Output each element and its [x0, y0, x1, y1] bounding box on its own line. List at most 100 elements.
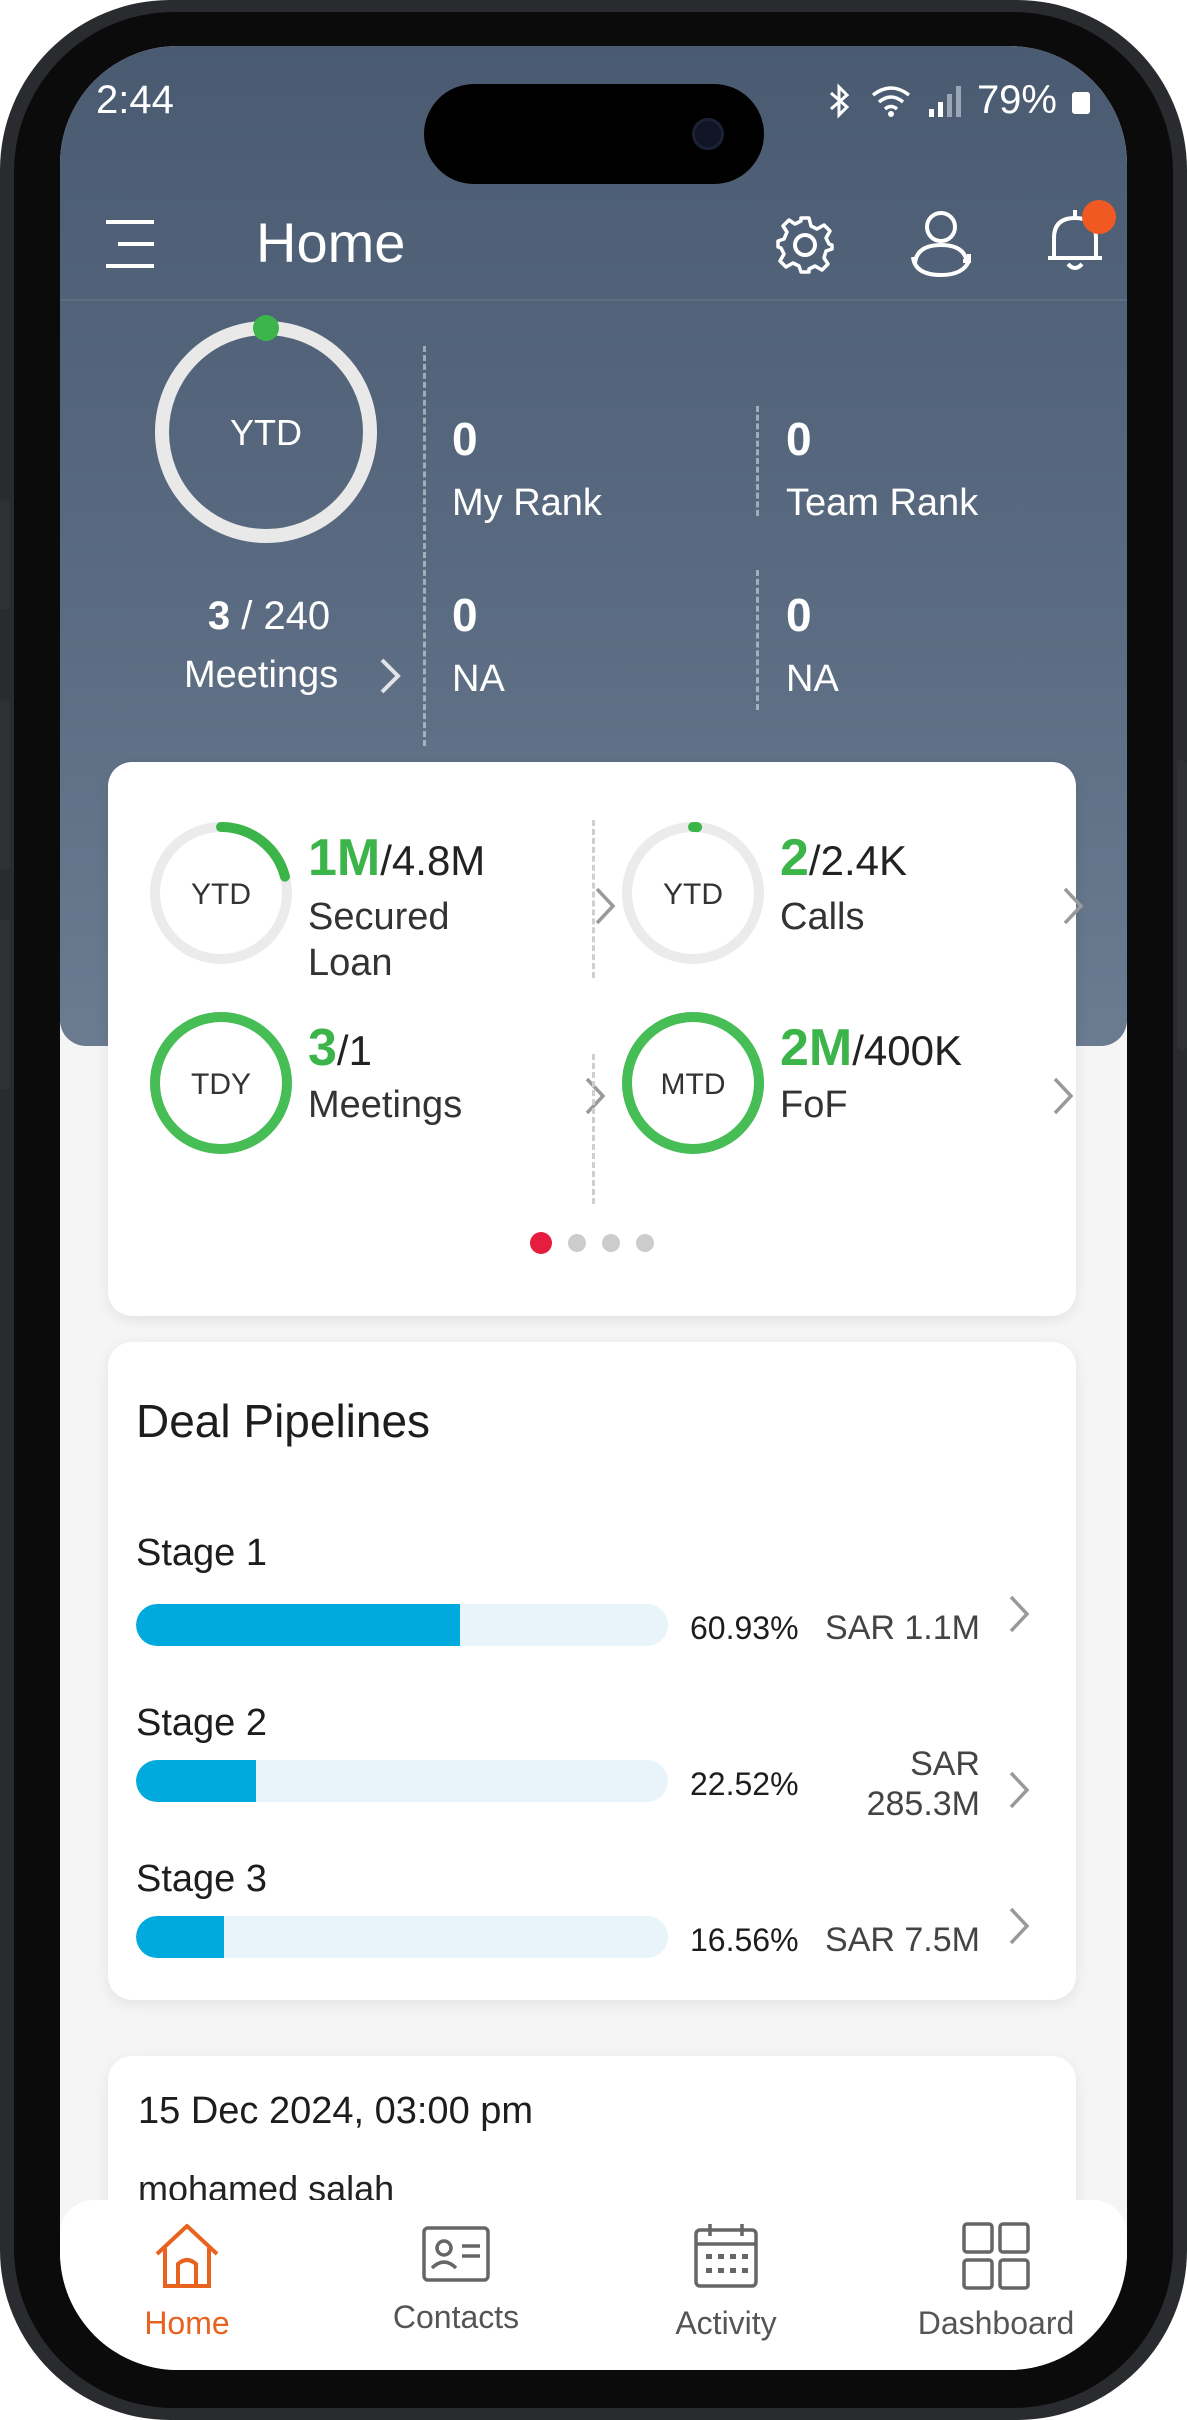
bluetooth-icon — [829, 82, 850, 119]
meetings-total: 240 — [263, 594, 331, 638]
side-button — [1177, 760, 1187, 1050]
gear-icon — [776, 216, 834, 274]
carousel-pagination[interactable] — [108, 1232, 1076, 1254]
carousel-dot[interactable] — [636, 1234, 654, 1252]
ytd-meetings-label[interactable]: Meetings — [184, 654, 339, 696]
kpi-period: YTD — [191, 878, 251, 911]
stage-3-percent: 16.56% — [690, 1922, 799, 1958]
chevron-right-icon[interactable] — [1008, 1594, 1030, 1634]
divider — [756, 570, 759, 710]
header-divider — [60, 299, 1127, 301]
kpi-ring: YTD — [150, 822, 292, 964]
stage-2-progress-fill — [136, 1760, 256, 1802]
divider — [423, 346, 426, 746]
kpi-ring-progress — [150, 822, 292, 964]
kpi-carousel-card[interactable]: YTD 1M/4.8M Secured Loan YTD 2/2.4K Calls… — [108, 762, 1084, 1316]
ytd-ring-label: YTD — [230, 412, 302, 453]
kpi-target: 4.8M — [391, 837, 486, 884]
stat-label: NA — [786, 658, 839, 700]
stat-label: NA — [452, 658, 505, 700]
tab-activity-label: Activity — [675, 2305, 777, 2341]
chevron-right-icon[interactable] — [1008, 1770, 1030, 1810]
kpi-achieved: 3 — [308, 1019, 337, 1077]
my-rank-value: 0 — [452, 413, 478, 465]
status-icons: 79% — [825, 78, 1091, 123]
stat-value: 0 — [786, 589, 812, 641]
kpi-period: TDY — [191, 1068, 251, 1101]
stage-3-amount: SAR 7.5M — [825, 1920, 980, 1960]
stage-3-label: Stage 3 — [136, 1858, 267, 1900]
menu-button[interactable] — [100, 214, 160, 274]
kpi-ring: TDY — [150, 1012, 292, 1154]
side-button — [0, 700, 10, 870]
chevron-right-icon[interactable] — [1052, 1076, 1074, 1116]
tab-contacts[interactable]: Contacts — [356, 2220, 556, 2336]
carousel-dot[interactable] — [530, 1232, 552, 1254]
team-rank-label: Team Rank — [786, 482, 979, 524]
battery-icon — [1072, 91, 1090, 114]
deal-pipelines-card: Deal Pipelines Stage 1 60.93% SAR 1.1M S… — [108, 1342, 1076, 2000]
divider — [592, 1054, 595, 1204]
chevron-right-icon[interactable] — [584, 1076, 606, 1116]
kpi-label-line: Loan — [308, 942, 393, 984]
settings-button[interactable] — [760, 200, 850, 290]
grid-icon — [962, 2222, 1030, 2290]
chevron-right-icon[interactable] — [594, 886, 616, 926]
stage-3-progress-fill — [136, 1916, 225, 1958]
kpi-calls-value: 2/2.4K — [780, 829, 907, 887]
amount-line: SAR 1.1M — [825, 1609, 980, 1647]
calendar-icon — [694, 2224, 758, 2288]
stat-value: 0 — [452, 589, 478, 641]
kpi-period: MTD — [661, 1068, 726, 1101]
kpi-period: YTD — [663, 878, 723, 911]
kpi-ring-progress — [150, 1012, 292, 1154]
kpi-ring-progress — [622, 1012, 764, 1154]
kpi-meetings-value: 3/1 — [308, 1019, 372, 1077]
ytd-meetings-count: 3 / 240 — [207, 594, 331, 638]
camera-icon — [692, 118, 724, 150]
kpi-secured-loan-label: Secured Loan — [308, 894, 450, 986]
kpi-fof-label: FoF — [780, 1084, 848, 1126]
stage-2-percent: 22.52% — [690, 1766, 799, 1802]
kpi-achieved: 1M — [308, 829, 381, 887]
meetings-done: 3 — [207, 594, 231, 638]
activity-date: 15 Dec 2024, 03:00 pm — [138, 2090, 534, 2132]
amount-line: SAR 7.5M — [825, 1921, 980, 1959]
kpi-secured-loan-value: 1M/4.8M — [308, 829, 486, 887]
carousel-dot[interactable] — [602, 1234, 620, 1252]
tab-home[interactable]: Home — [87, 2220, 287, 2342]
tab-dashboard-label: Dashboard — [917, 2305, 1075, 2341]
kpi-meetings-label: Meetings — [308, 1084, 463, 1126]
stage-1-progress-fill — [136, 1604, 461, 1646]
switch-user-button[interactable] — [896, 198, 986, 288]
tab-activity[interactable]: Activity — [626, 2220, 826, 2342]
kpi-ring-progress — [622, 822, 764, 964]
chevron-right-icon[interactable] — [1062, 886, 1084, 926]
stage-1-label: Stage 1 — [136, 1532, 267, 1574]
kpi-achieved: 2 — [780, 829, 809, 887]
bottom-tab-bar: Home Contacts Activity Dashboard — [60, 2200, 1127, 2370]
user-switch-icon — [911, 211, 971, 278]
kpi-ring: MTD — [622, 1012, 764, 1154]
side-button — [0, 920, 10, 1090]
battery-percent: 79% — [976, 78, 1057, 122]
tab-contacts-label: Contacts — [392, 2299, 520, 2335]
divider — [592, 820, 595, 978]
kpi-fof-value: 2M/400K — [780, 1019, 963, 1077]
stage-2-progress-bar — [136, 1760, 668, 1802]
notifications-button[interactable] — [1030, 196, 1120, 286]
screen: 2:44 79% Home — [60, 46, 1127, 2370]
chevron-right-icon[interactable] — [378, 656, 402, 696]
carousel-dot[interactable] — [568, 1234, 586, 1252]
wifi-icon — [871, 85, 911, 117]
tab-dashboard[interactable]: Dashboard — [896, 2220, 1096, 2342]
team-rank-value: 0 — [786, 413, 812, 465]
ytd-progress-marker — [253, 315, 279, 341]
kpi-target: 2.4K — [820, 837, 907, 884]
kpi-label-line: Secured — [308, 896, 450, 938]
stage-2-amount: SAR 285.3M — [867, 1744, 980, 1824]
stage-2-label: Stage 2 — [136, 1702, 267, 1744]
chevron-right-icon[interactable] — [1008, 1906, 1030, 1946]
divider — [756, 406, 759, 516]
